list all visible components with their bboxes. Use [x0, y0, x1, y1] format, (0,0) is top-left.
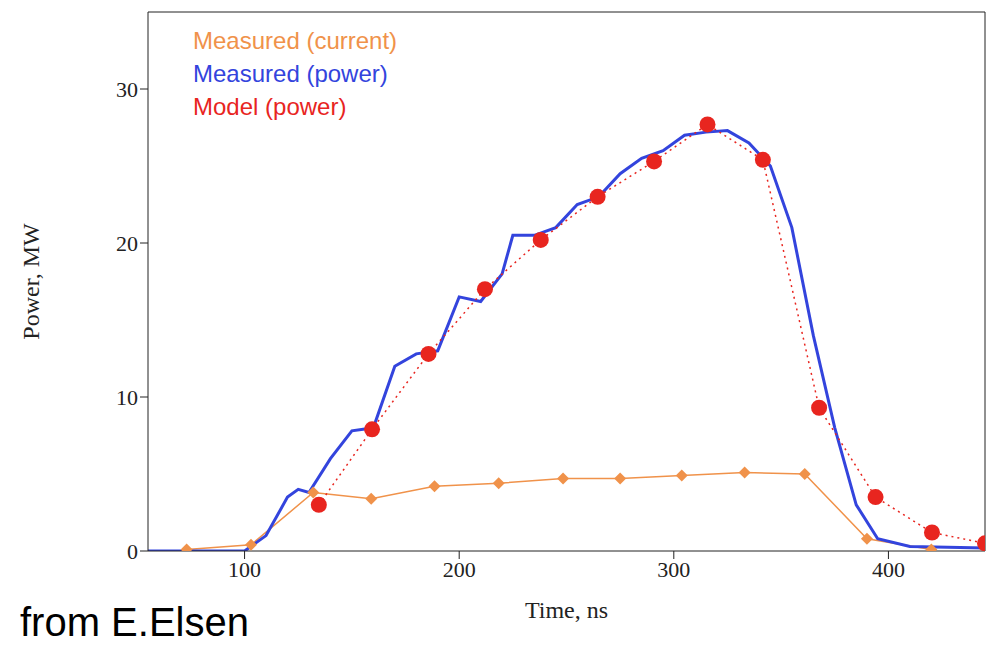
- html-text:Measured (power): Measured (power): [193, 60, 388, 87]
- svg-text:100: 100: [228, 557, 261, 582]
- svg-text:300: 300: [657, 557, 690, 582]
- svg-text:200: 200: [443, 557, 476, 582]
- svg-text:10: 10: [116, 385, 138, 410]
- html-text:Measured (current): Measured (current): [193, 27, 398, 54]
- svg-text:20: 20: [116, 231, 138, 256]
- svg-text:Time, ns: Time, ns: [525, 597, 608, 623]
- svg-text:Power, MW: Power, MW: [18, 223, 44, 340]
- svg-text:400: 400: [872, 557, 905, 582]
- html-text:from E.Elsen: from E.Elsen: [20, 600, 249, 644]
- html-text:Model (power): Model (power): [193, 93, 347, 120]
- svg-text:0: 0: [127, 539, 138, 564]
- svg-text:30: 30: [116, 77, 138, 102]
